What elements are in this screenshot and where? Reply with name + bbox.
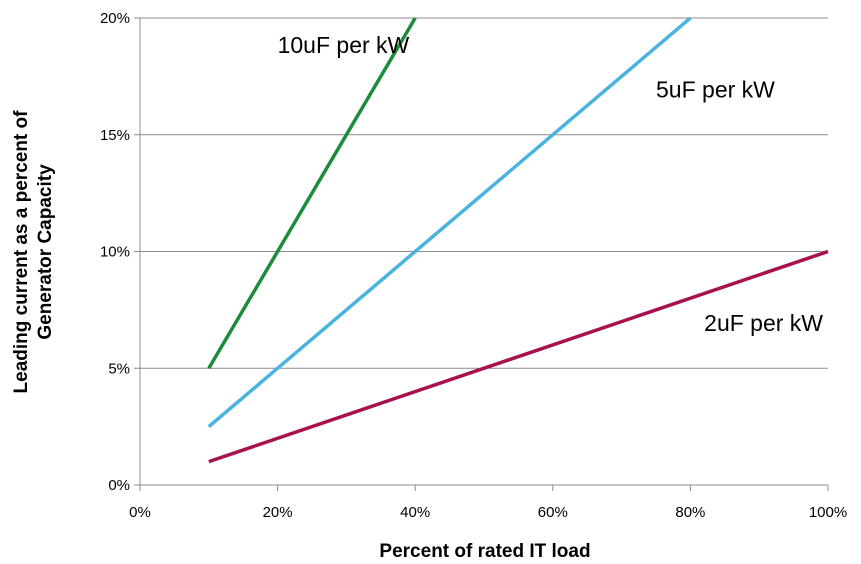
y-axis-title-line-2: Generator Capacity (35, 164, 56, 340)
y-tick-label-5: 5% (108, 360, 130, 377)
x-axis: 0% 20% 40% 60% 80% 100% (129, 484, 847, 521)
y-axis-title-line-1: Leading current as a percent of (11, 110, 32, 394)
series-label-1: 5uF per kW (656, 76, 775, 102)
y-tick-label-20: 20% (100, 10, 130, 27)
x-tick-label-80: 80% (675, 504, 705, 521)
x-tick-label-60: 60% (538, 504, 568, 521)
y-tick-label-15: 15% (100, 127, 130, 144)
series-labels: 10uF per kW 5uF per kW 2uF per kW (278, 32, 824, 336)
x-tick-label-100: 100% (809, 504, 847, 521)
series-line-0 (207, 17, 417, 370)
y-tick-label-0: 0% (108, 477, 130, 494)
series-line-1 (207, 16, 692, 428)
series-line-2 (208, 249, 829, 464)
series-label-0: 10uF per kW (278, 32, 410, 58)
series-label-2: 2uF per kW (704, 310, 823, 336)
series-lines (207, 16, 829, 464)
x-tick-label-20: 20% (263, 504, 293, 521)
x-axis-title: Percent of rated IT load (379, 541, 590, 562)
y-tick-label-10: 10% (100, 244, 130, 261)
x-tick-label-40: 40% (400, 504, 430, 521)
x-tick-label-0: 0% (129, 504, 151, 521)
y-axis: 0% 5% 10% 15% 20% (100, 10, 141, 494)
